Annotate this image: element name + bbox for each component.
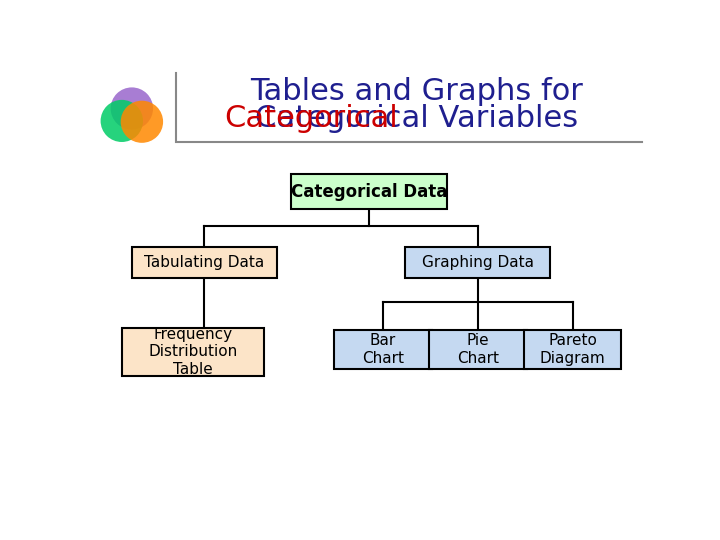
Text: Graphing Data: Graphing Data bbox=[422, 255, 534, 270]
Text: Frequency
Distribution
Table: Frequency Distribution Table bbox=[148, 327, 238, 376]
Ellipse shape bbox=[101, 100, 143, 142]
Text: Bar
Chart: Bar Chart bbox=[362, 333, 404, 366]
Text: Categorical Data: Categorical Data bbox=[291, 183, 447, 201]
FancyBboxPatch shape bbox=[334, 330, 432, 369]
Text: Categorical: Categorical bbox=[225, 104, 398, 133]
Text: Tables and Graphs for: Tables and Graphs for bbox=[250, 77, 583, 106]
Text: Pie
Chart: Pie Chart bbox=[456, 333, 499, 366]
Ellipse shape bbox=[111, 87, 153, 130]
Ellipse shape bbox=[121, 100, 163, 143]
Text: Tabulating Data: Tabulating Data bbox=[144, 255, 264, 270]
FancyBboxPatch shape bbox=[524, 330, 621, 369]
Text: Pareto
Diagram: Pareto Diagram bbox=[540, 333, 606, 366]
FancyBboxPatch shape bbox=[291, 174, 447, 210]
FancyBboxPatch shape bbox=[132, 247, 277, 278]
Text: Categorical Variables: Categorical Variables bbox=[255, 104, 578, 133]
FancyBboxPatch shape bbox=[122, 328, 264, 376]
FancyBboxPatch shape bbox=[429, 330, 526, 369]
FancyBboxPatch shape bbox=[405, 247, 550, 278]
